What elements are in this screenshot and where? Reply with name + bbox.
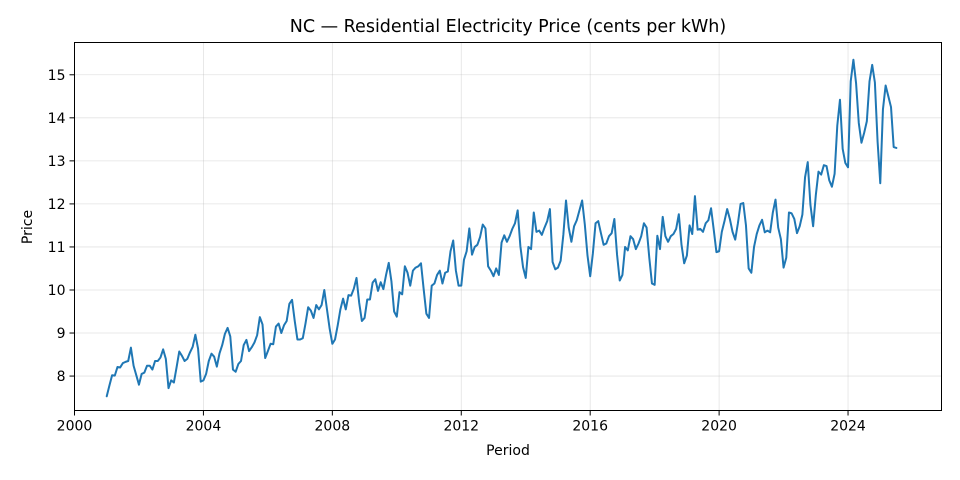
y-tick-label: 11: [48, 240, 66, 256]
y-tick-label: 13: [48, 154, 66, 170]
x-ticks: 2000 2004 2008 2012 2016 2020 2024: [57, 410, 866, 435]
x-tick-label: 2004: [186, 419, 222, 435]
x-tick-label: 2020: [701, 419, 737, 435]
y-ticks: 8 9 10 11 12 13 14 15: [48, 68, 75, 385]
plot-frame: [74, 42, 942, 411]
grid: [74, 42, 942, 411]
x-axis-label: Period: [486, 443, 530, 459]
x-tick-label: 2024: [830, 419, 866, 435]
y-tick-label: 14: [48, 111, 66, 127]
x-tick-label: 2012: [443, 419, 479, 435]
y-tick-label: 15: [48, 68, 66, 84]
y-tick-label: 9: [57, 326, 66, 342]
y-tick-label: 8: [57, 369, 66, 385]
x-tick-label: 2000: [57, 419, 93, 435]
y-tick-label: 10: [48, 283, 66, 299]
x-tick-label: 2016: [572, 419, 608, 435]
series-line: [105, 58, 898, 398]
y-tick-label: 12: [48, 197, 66, 213]
y-axis-label: Price: [20, 210, 36, 244]
x-tick-label: 2008: [315, 419, 351, 435]
chart-title: NC — Residential Electricity Price (cent…: [290, 17, 726, 37]
